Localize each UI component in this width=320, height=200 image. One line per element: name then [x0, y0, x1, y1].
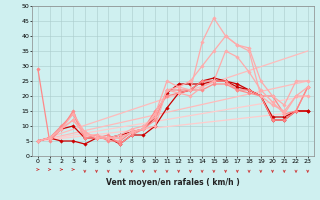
- X-axis label: Vent moyen/en rafales ( km/h ): Vent moyen/en rafales ( km/h ): [106, 178, 240, 187]
